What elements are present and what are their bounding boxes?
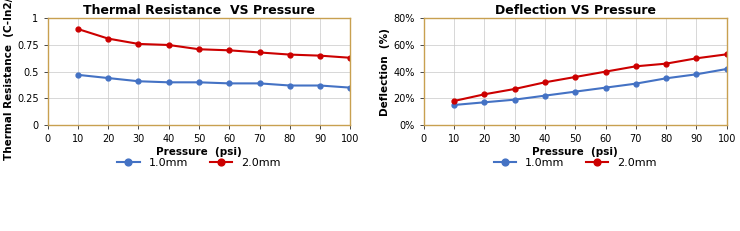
2.0mm [134, 43, 143, 45]
1.0mm [692, 73, 701, 76]
1.0mm [195, 81, 204, 84]
X-axis label: Pressure  (psi): Pressure (psi) [532, 147, 618, 157]
1.0mm [571, 90, 579, 93]
1.0mm [225, 82, 234, 85]
2.0mm [510, 88, 519, 90]
Line: 2.0mm: 2.0mm [75, 27, 353, 60]
1.0mm [601, 86, 610, 89]
1.0mm [662, 77, 670, 80]
1.0mm [722, 68, 731, 70]
1.0mm [480, 101, 489, 104]
2.0mm [631, 65, 640, 68]
Y-axis label: Deflection  (%): Deflection (%) [380, 28, 391, 116]
1.0mm [255, 82, 264, 85]
Legend: 1.0mm, 2.0mm: 1.0mm, 2.0mm [113, 154, 285, 173]
2.0mm [255, 51, 264, 54]
2.0mm [480, 93, 489, 96]
Legend: 1.0mm, 2.0mm: 1.0mm, 2.0mm [489, 154, 662, 173]
2.0mm [540, 81, 549, 84]
X-axis label: Pressure  (psi): Pressure (psi) [156, 147, 242, 157]
1.0mm [286, 84, 295, 87]
1.0mm [631, 82, 640, 85]
2.0mm [104, 37, 112, 40]
2.0mm [195, 48, 204, 51]
1.0mm [346, 86, 355, 89]
1.0mm [510, 98, 519, 101]
1.0mm [450, 103, 459, 106]
2.0mm [286, 53, 295, 56]
2.0mm [571, 76, 579, 78]
2.0mm [601, 70, 610, 73]
2.0mm [450, 100, 459, 102]
Title: Thermal Resistance  VS Pressure: Thermal Resistance VS Pressure [83, 4, 315, 17]
2.0mm [316, 54, 325, 57]
2.0mm [662, 62, 670, 65]
1.0mm [134, 80, 143, 83]
Y-axis label: Thermal Resistance  (C-In2/w): Thermal Resistance (C-In2/w) [4, 0, 14, 160]
Line: 2.0mm: 2.0mm [451, 52, 729, 103]
1.0mm [104, 77, 112, 79]
1.0mm [73, 73, 82, 76]
2.0mm [73, 28, 82, 30]
2.0mm [225, 49, 234, 52]
Line: 1.0mm: 1.0mm [451, 67, 729, 107]
Title: Deflection VS Pressure: Deflection VS Pressure [495, 4, 656, 17]
2.0mm [164, 44, 173, 46]
2.0mm [346, 56, 355, 59]
1.0mm [164, 81, 173, 84]
Line: 1.0mm: 1.0mm [75, 73, 353, 90]
2.0mm [692, 57, 701, 60]
2.0mm [722, 53, 731, 56]
1.0mm [540, 94, 549, 97]
1.0mm [316, 84, 325, 87]
